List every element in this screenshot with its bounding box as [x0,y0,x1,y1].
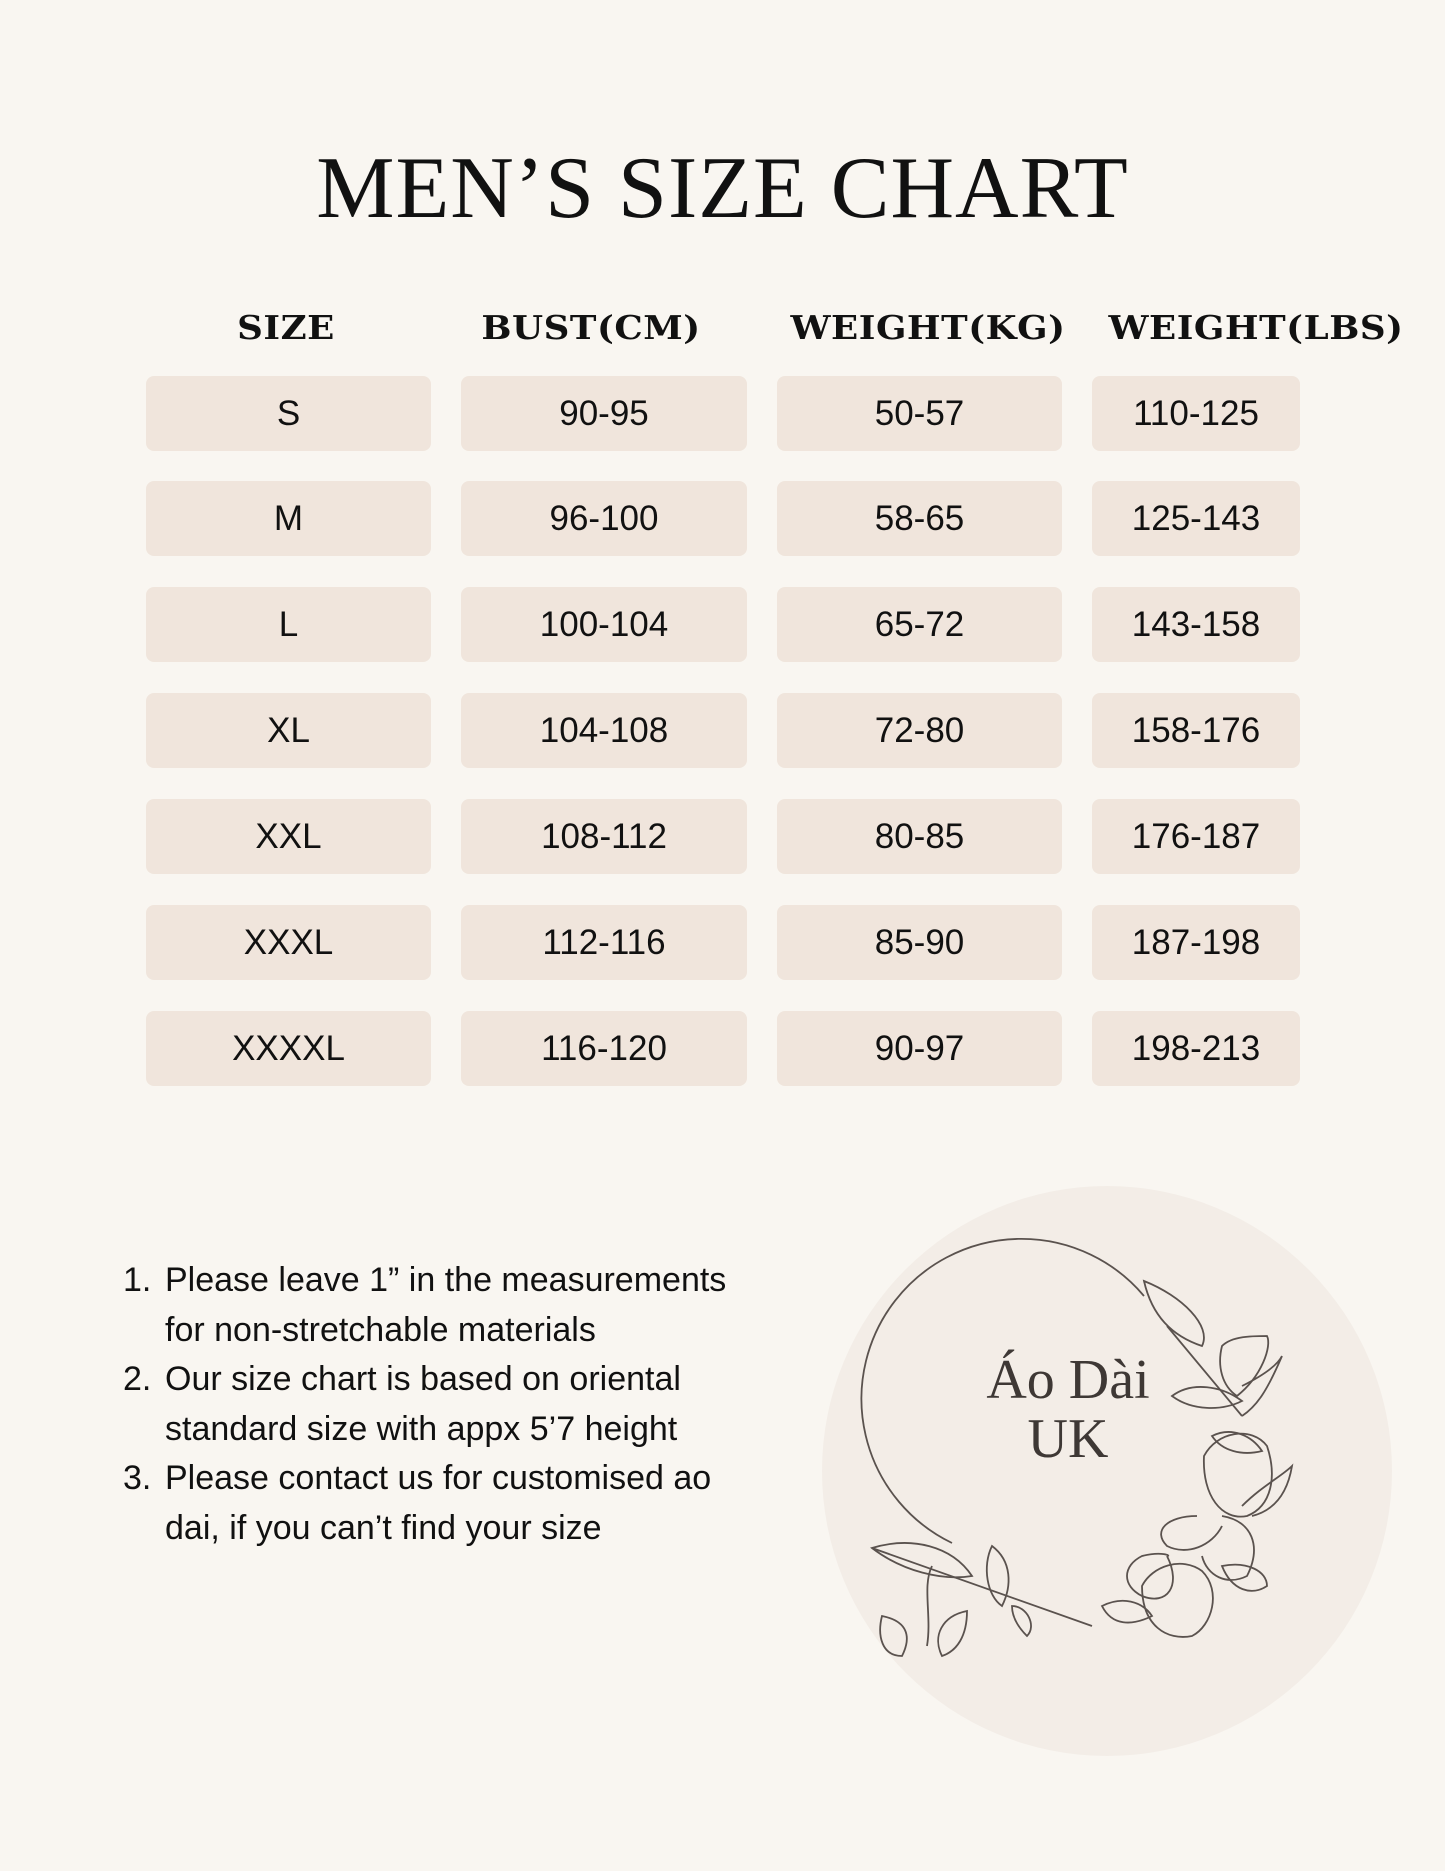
cell-weight-kg: 65-72 [777,587,1062,662]
cell-size: XXXL [146,905,431,980]
cell-weight-kg: 85-90 [777,905,1062,980]
cell-weight-lbs: 143-158 [1092,587,1300,662]
cell-size: XL [146,693,431,768]
cell-bust-cm: 104-108 [461,693,747,768]
cell-weight-kg: 90-97 [777,1011,1062,1086]
column-header-size: SIZE [237,308,335,347]
cell-size: XXXXL [146,1011,431,1086]
cell-size: S [146,376,431,451]
logo-text-line2: UK [1027,1408,1109,1470]
cell-size: L [146,587,431,662]
cell-weight-kg: 72-80 [777,693,1062,768]
note-item: 3. Please contact us for customised ao dai… [123,1459,712,1547]
cell-weight-kg: 50-57 [777,376,1062,451]
floral-wreath-icon [860,1238,1294,1658]
cell-weight-lbs: 158-176 [1092,693,1300,768]
cell-weight-kg: 80-85 [777,799,1062,874]
cell-size: XXL [146,799,431,874]
cell-bust-cm: 112-116 [461,905,747,980]
cell-bust-cm: 116-120 [461,1011,747,1086]
cell-weight-lbs: 187-198 [1092,905,1300,980]
cell-weight-lbs: 176-187 [1092,799,1300,874]
note-item: 2. Our size chart is based on oriental sta… [123,1360,681,1448]
cell-bust-cm: 100-104 [461,587,747,662]
logo-text-line1: Áo Dài [986,1349,1150,1411]
note-item: 1. Please leave 1” in the measurements for… [123,1261,727,1349]
brand-logo: Áo Dài UK [822,1186,1392,1756]
column-header-weight-lbs: WEIGHT(LBS) [1108,308,1404,347]
cell-bust-cm: 90-95 [461,376,747,451]
page-title: MEN’S SIZE CHART [316,140,1129,237]
cell-bust-cm: 96-100 [461,481,747,556]
cell-size: M [146,481,431,556]
column-header-weight-kg: WEIGHT(KG) [790,308,1066,347]
cell-weight-lbs: 125-143 [1092,481,1300,556]
cell-weight-lbs: 198-213 [1092,1011,1300,1086]
notes-list: 1. Please leave 1” in the measurements for… [123,1256,783,1553]
cell-weight-kg: 58-65 [777,481,1062,556]
column-header-bust-cm: BUST(CM) [481,308,701,347]
cell-weight-lbs: 110-125 [1092,376,1300,451]
cell-bust-cm: 108-112 [461,799,747,874]
